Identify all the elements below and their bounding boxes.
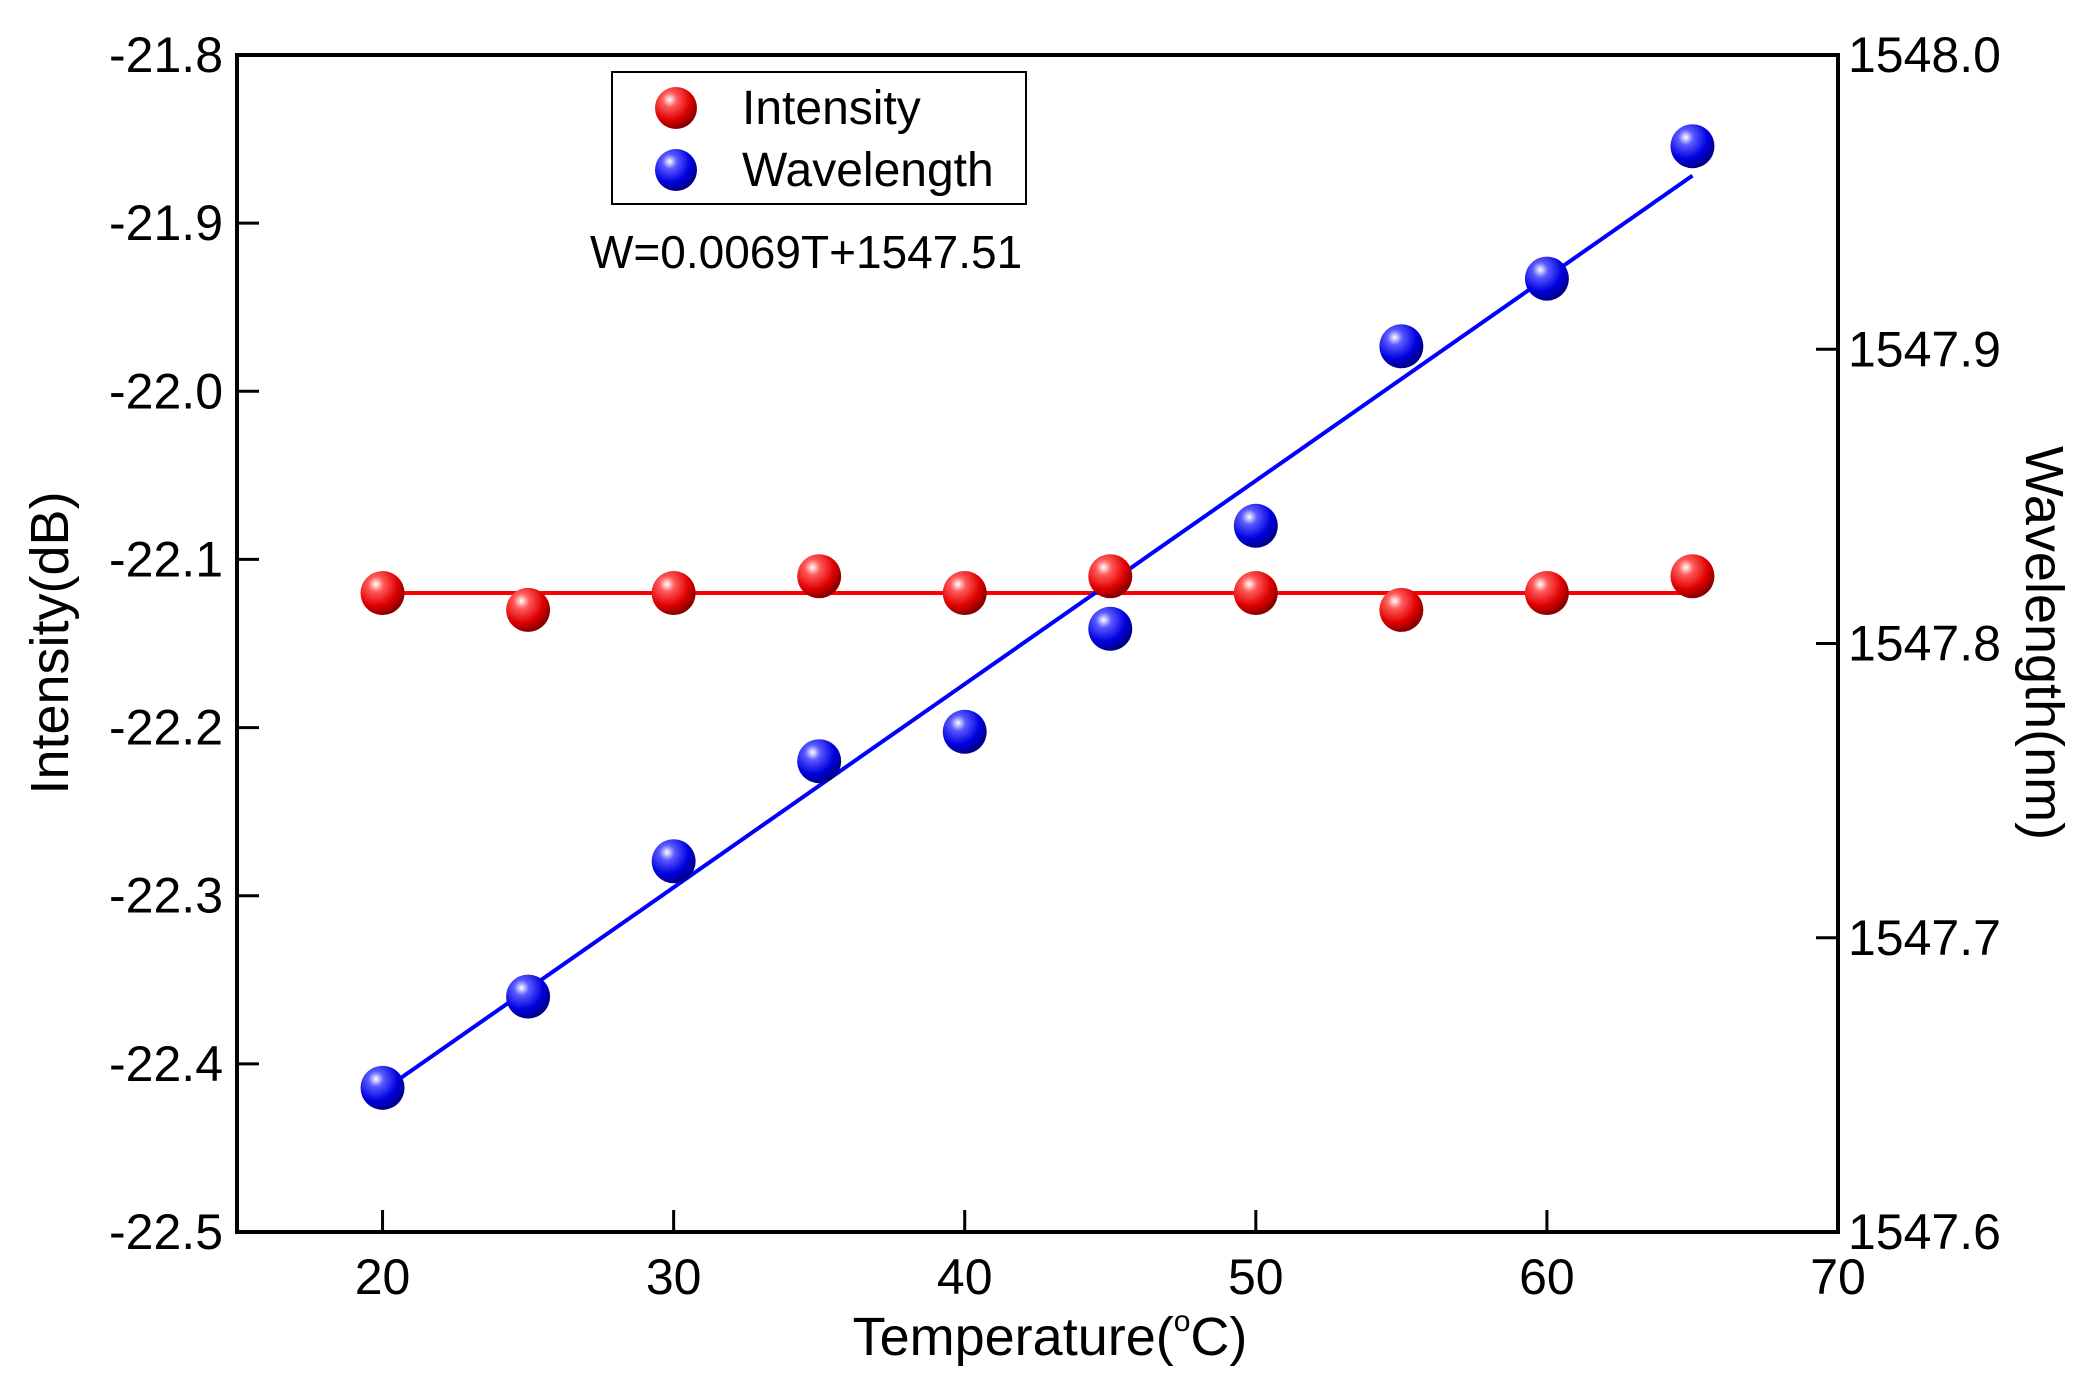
intensity-point [1670, 554, 1715, 599]
plot-frame [235, 53, 1840, 1234]
x-tick-label: 40 [937, 1249, 993, 1305]
y-right-tick-label: 1548.0 [1848, 27, 2001, 83]
wavelength-point [360, 1065, 405, 1110]
intensity-point [1088, 554, 1133, 599]
x-axis-title: Temperature(oC) [853, 1305, 1248, 1367]
intensity-point [942, 571, 987, 616]
fit-lines [381, 174, 1694, 1093]
x-tick-label: 50 [1228, 1249, 1284, 1305]
y-right-tick-label: 1547.9 [1848, 321, 2001, 377]
x-tick-label: 30 [646, 1249, 702, 1305]
y-right-tick-label: 1547.7 [1848, 910, 2001, 966]
fit-equation-annotation: W=0.0069T+1547.51 [590, 226, 1022, 278]
wavelength-point [651, 839, 696, 884]
wavelength-point [1379, 324, 1424, 369]
y-left-tick-label: -22.4 [109, 1036, 223, 1092]
wavelength-point [797, 739, 842, 784]
y-left-axis-title: Intensity(dB) [20, 491, 80, 794]
wavelength-point [1233, 503, 1278, 548]
legend: Intensity Wavelength [611, 71, 1027, 205]
intensity-point [1233, 571, 1278, 616]
wavelength-point [1670, 124, 1715, 169]
y-left-tick-label: -21.8 [109, 27, 223, 83]
x-tick-label: 60 [1519, 1249, 1575, 1305]
y-left-tick-label: -22.1 [109, 531, 223, 587]
intensity-point [1379, 587, 1424, 632]
wavelength-fit-line [381, 174, 1694, 1093]
x-axis-ticks: 20 30 40 50 60 70 [355, 1210, 1866, 1305]
intensity-point [651, 571, 696, 616]
wavelength-point [1088, 606, 1133, 651]
y-left-axis-ticks: -21.8 -21.9 -22.0 -22.1 -22.2 -22.3 -22.4 -22.5 [109, 27, 259, 1260]
wavelength-point [1524, 256, 1569, 301]
intensity-point [360, 571, 405, 616]
legend-marker-wavelength [655, 149, 697, 191]
intensity-point [1524, 571, 1569, 616]
legend-label-wavelength: Wavelength [742, 144, 994, 197]
x-tick-label: 20 [355, 1249, 411, 1305]
y-right-axis-ticks: 1548.0 1547.9 1547.8 1547.7 1547.6 [1816, 27, 2001, 1260]
wavelength-point [942, 709, 987, 754]
y-right-tick-label: 1547.8 [1848, 616, 2001, 672]
y-left-tick-label: -22.3 [109, 868, 223, 924]
legend-marker-intensity [655, 87, 697, 129]
intensity-point [506, 587, 551, 632]
legend-label-intensity: Intensity [742, 82, 921, 135]
data-points [360, 124, 1715, 1110]
y-right-axis-title: Wavelength(nm) [2014, 446, 2074, 840]
y-left-tick-label: -21.9 [109, 195, 223, 251]
y-left-tick-label: -22.0 [109, 363, 223, 419]
intensity-point [797, 554, 842, 599]
y-left-tick-label: -22.5 [109, 1204, 223, 1260]
wavelength-point [506, 974, 551, 1019]
y-left-tick-label: -22.2 [109, 700, 223, 756]
y-right-tick-label: 1547.6 [1848, 1204, 2001, 1260]
x-tick-label: 70 [1810, 1249, 1866, 1305]
